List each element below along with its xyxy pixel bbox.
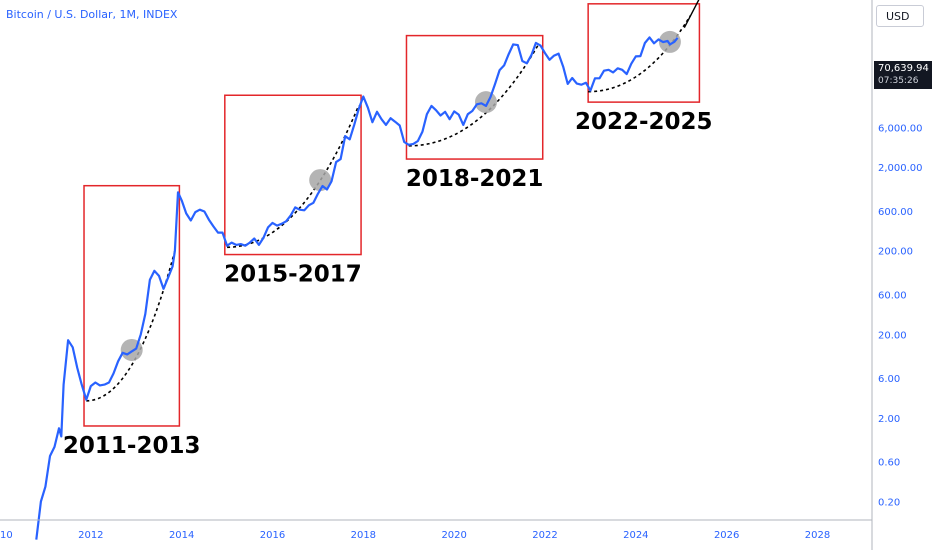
cycle-highlight-dot bbox=[474, 91, 497, 114]
x-tick-label: 2022 bbox=[532, 530, 557, 541]
cycle-box bbox=[587, 3, 701, 103]
price-series-line bbox=[35, 36, 679, 540]
cycle-label: 2018-2021 bbox=[406, 166, 544, 192]
cycle-label: 2011-2013 bbox=[63, 433, 201, 459]
x-tick-label: 2020 bbox=[441, 530, 466, 541]
x-tick-label: 2010 bbox=[0, 530, 13, 541]
y-tick-label: 6.00 bbox=[878, 374, 900, 385]
cycle-box bbox=[224, 94, 362, 256]
cycle-highlight-dot bbox=[658, 30, 681, 53]
x-tick-label: 2014 bbox=[169, 530, 194, 541]
x-tick-label: 2028 bbox=[805, 530, 830, 541]
y-tick-label: 20.00 bbox=[878, 330, 907, 341]
y-tick-label: 2,000.00 bbox=[878, 163, 923, 174]
last-price: 70,639.94 bbox=[878, 63, 929, 74]
cycle-trend-curve bbox=[408, 44, 539, 147]
cycle-label: 2015-2017 bbox=[224, 262, 362, 288]
currency-button[interactable]: USD bbox=[876, 5, 924, 27]
y-tick-label: 200.00 bbox=[878, 247, 913, 258]
cycle-highlight-dot bbox=[309, 169, 332, 192]
y-tick-label: 2.00 bbox=[878, 414, 900, 425]
x-tick-label: 2018 bbox=[351, 530, 376, 541]
projection-arrow-line bbox=[683, 0, 700, 28]
last-price-tag: 70,639.94 07:35:26 bbox=[874, 61, 932, 89]
cycle-label: 2022-2025 bbox=[575, 109, 713, 135]
x-tick-label: 2024 bbox=[623, 530, 648, 541]
cycle-trend-curve bbox=[588, 15, 692, 93]
cycle-box bbox=[405, 34, 544, 160]
y-tick-label: 0.60 bbox=[878, 458, 900, 469]
x-tick-label: 2016 bbox=[260, 530, 285, 541]
cycle-box bbox=[83, 184, 181, 427]
y-tick-label: 6,000.00 bbox=[878, 123, 923, 134]
y-tick-label: 0.20 bbox=[878, 497, 900, 508]
bar-countdown: 07:35:26 bbox=[878, 76, 919, 86]
y-tick-label: 60.00 bbox=[878, 290, 907, 301]
cycle-highlight-dot bbox=[120, 338, 143, 361]
cycle-trend-curve bbox=[86, 250, 176, 402]
x-tick-label: 2012 bbox=[78, 530, 103, 541]
x-tick-label: 2026 bbox=[714, 530, 739, 541]
cycle-trend-curve bbox=[227, 104, 360, 249]
chart-title: Bitcoin / U.S. Dollar, 1M, INDEX bbox=[6, 8, 178, 21]
y-tick-label: 600.00 bbox=[878, 207, 913, 218]
